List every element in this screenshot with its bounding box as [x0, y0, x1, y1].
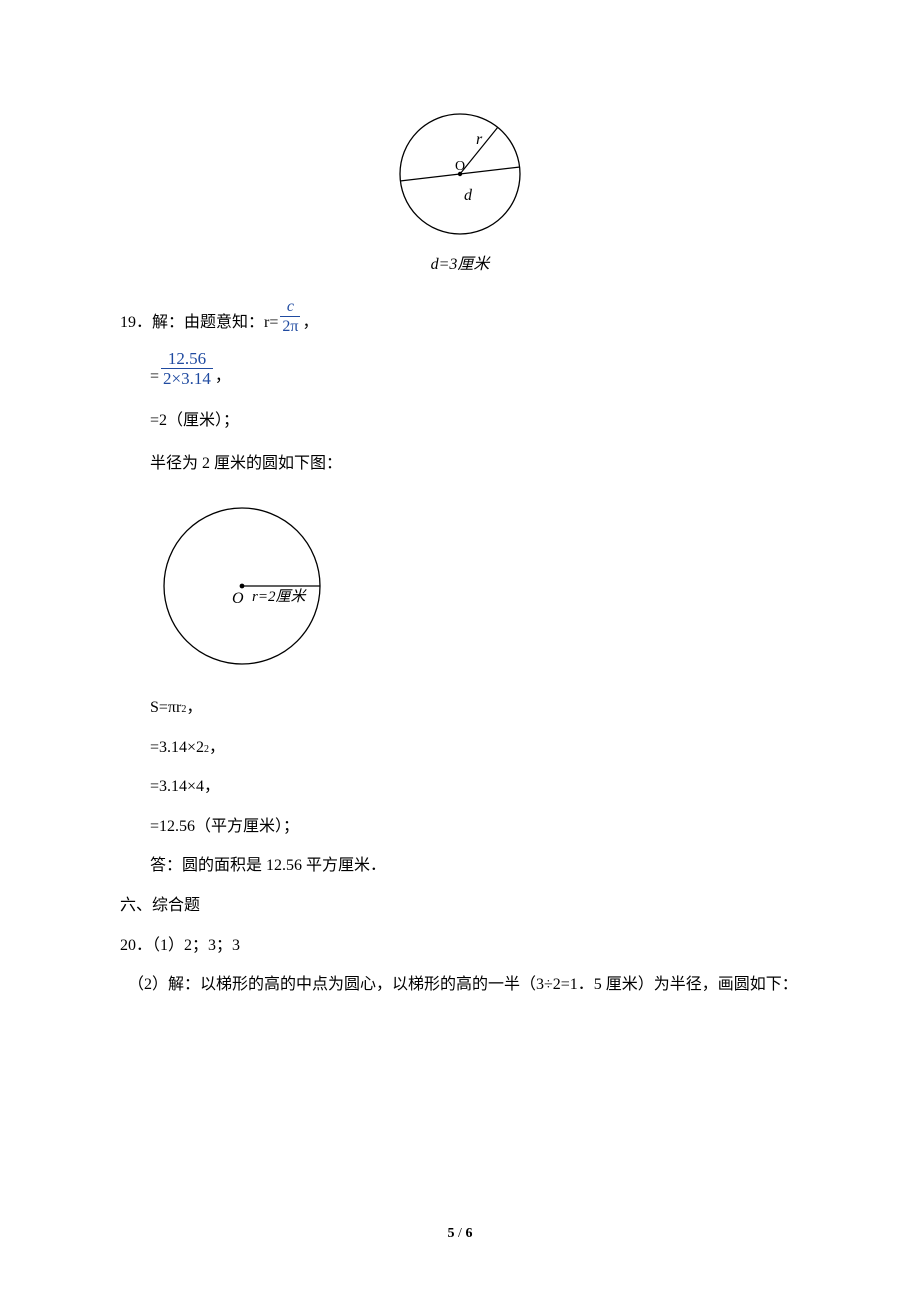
- p19-comma1: ，: [302, 310, 318, 336]
- p19-answer: 答：圆的面积是 12.56 平方厘米．: [150, 853, 800, 879]
- footer-total: 6: [465, 1226, 472, 1241]
- document-page: r O d d=3厘米 19．解：由题意知：r= c 2π ， = 12.56 …: [0, 0, 920, 1302]
- footer-current: 5: [448, 1226, 455, 1241]
- p19-frac2-line: = 12.56 2×3.14 ，: [150, 350, 800, 390]
- p19-result: =2（厘米）；: [150, 408, 800, 434]
- p19-calc-l3: =3.14×4，: [150, 774, 800, 800]
- figure-circle-d3: r O d d=3厘米: [120, 104, 800, 274]
- label-center-O: O: [455, 159, 465, 174]
- p19-intro-line: 19．解：由题意知：r= c 2π ，: [120, 298, 800, 336]
- p19-comma2: ，: [215, 364, 231, 390]
- p20-part1: 20．（1）2；3；3: [120, 933, 800, 959]
- p19-frac1: c 2π: [280, 298, 300, 336]
- p19-intro-text: 19．解：由题意知：r=: [120, 310, 278, 336]
- label-r2cm: r=2厘米: [252, 588, 307, 605]
- p19-sentence: 半径为 2 厘米的圆如下图：: [150, 451, 800, 477]
- section6-heading: 六、综合题: [120, 893, 800, 919]
- p19-frac2: 12.56 2×3.14: [161, 350, 213, 390]
- circle-diagram-svg: r O d: [380, 104, 540, 244]
- label-O-2: O: [232, 590, 244, 607]
- label-r: r: [476, 131, 483, 148]
- p19-eq: =: [150, 364, 159, 390]
- p19-calc-l2: =3.14×2 2 ，: [150, 735, 800, 761]
- p19-calc-l1: S=πr 2 ，: [150, 695, 800, 721]
- p19-calc-l4: =12.56（平方厘米）；: [150, 814, 800, 840]
- p20-part2: （2）解：以梯形的高的中点为圆心，以梯形的高的一半（3÷2=1．5 厘米）为半径…: [128, 972, 800, 998]
- figure-circle-r2: O r=2厘米: [150, 491, 800, 681]
- figure1-caption: d=3厘米: [431, 250, 490, 274]
- label-d: d: [464, 187, 473, 204]
- circle-r2-svg: O r=2厘米: [150, 491, 350, 681]
- page-footer: 5 / 6: [0, 1226, 920, 1242]
